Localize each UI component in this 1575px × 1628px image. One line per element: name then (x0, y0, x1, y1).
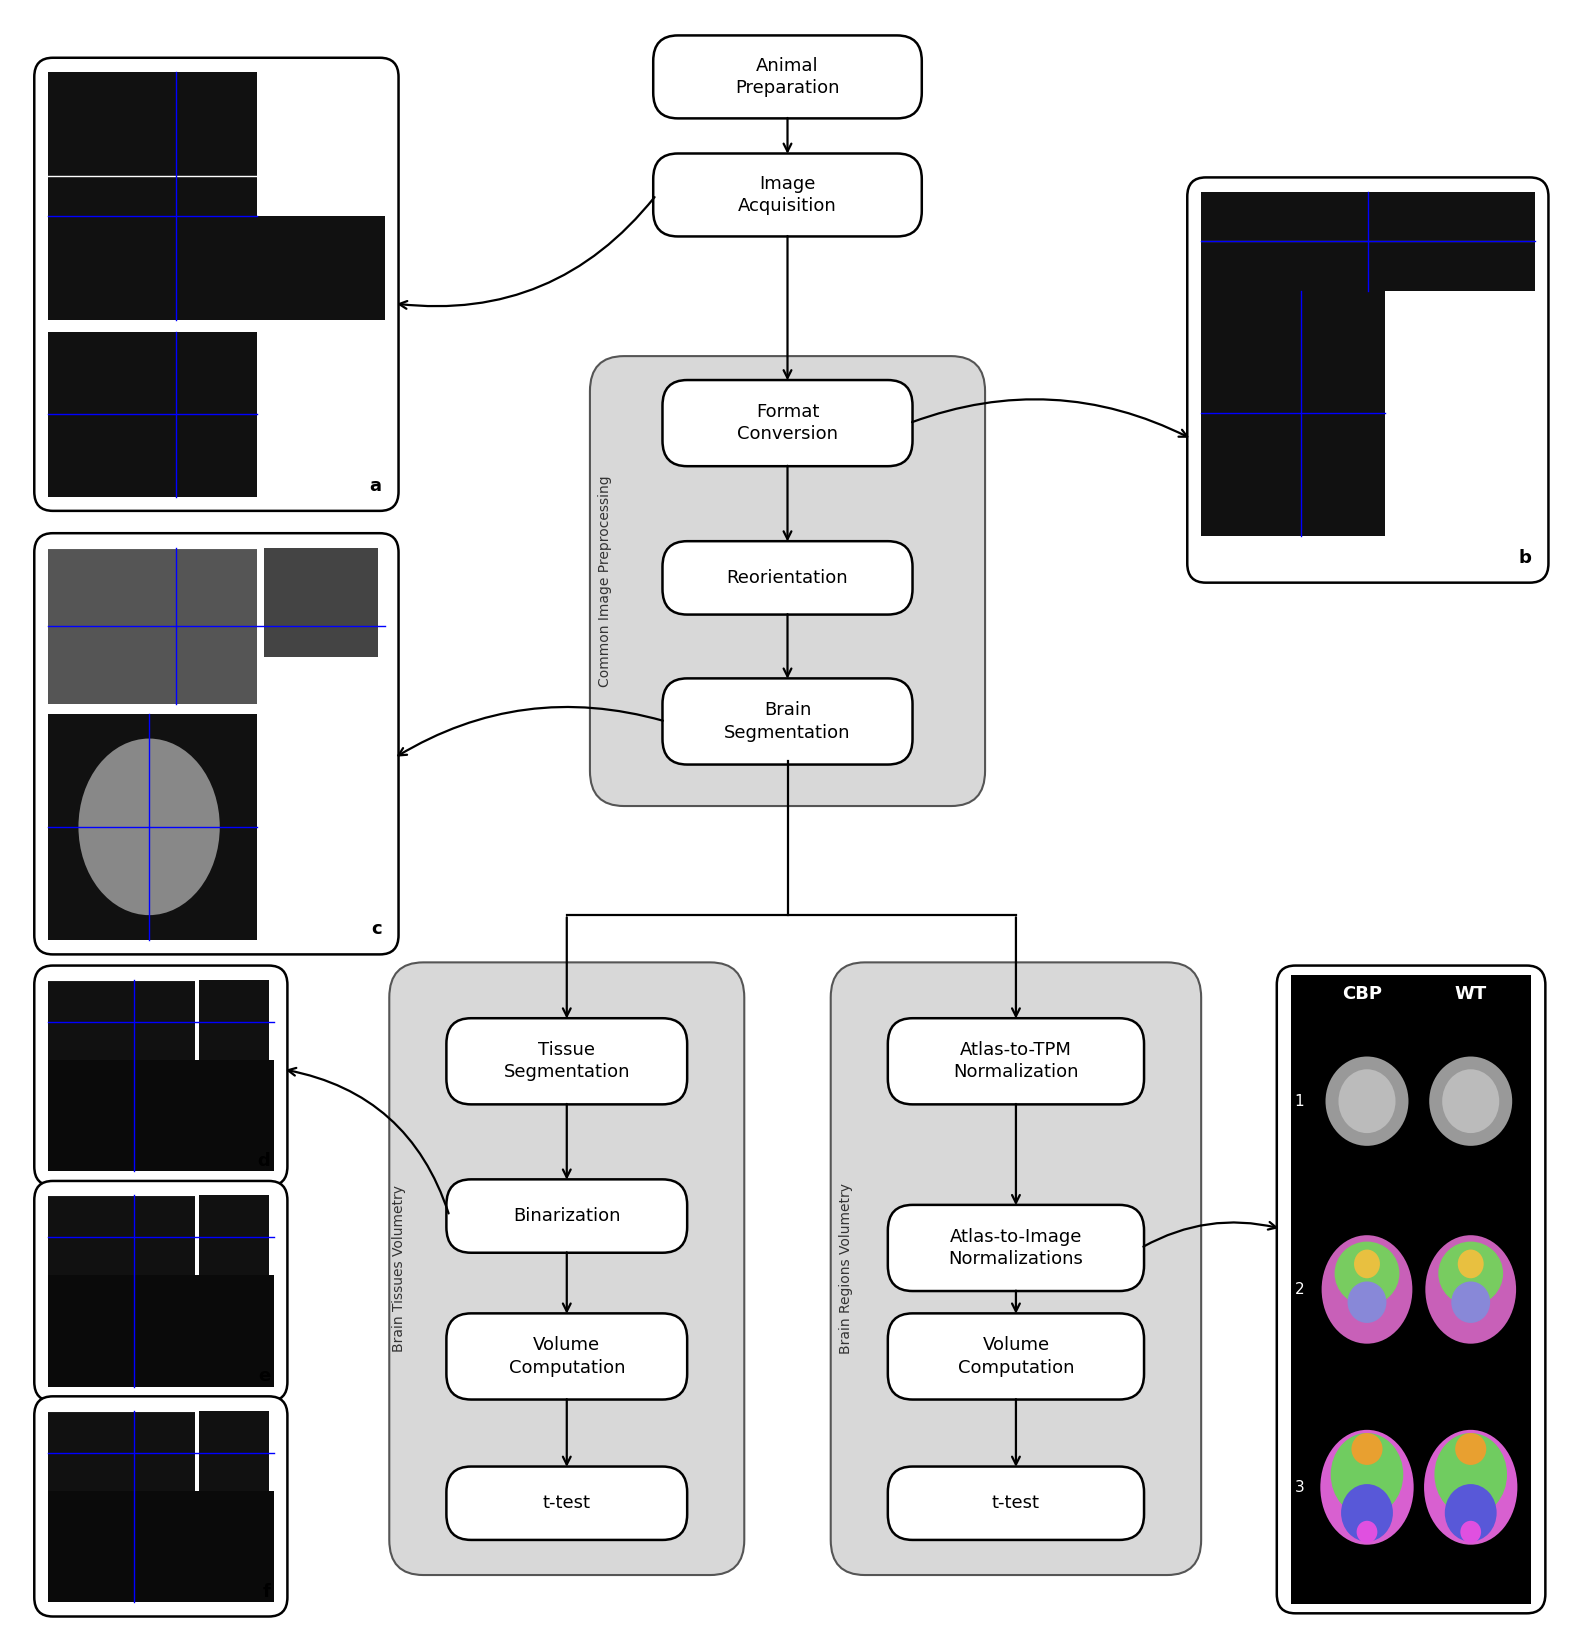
Ellipse shape (1460, 1521, 1480, 1543)
Text: Brain Regions Volumetry: Brain Regions Volumetry (839, 1184, 854, 1354)
Ellipse shape (1451, 1281, 1490, 1324)
Text: Atlas-to-Image
Normalizations: Atlas-to-Image Normalizations (948, 1228, 1084, 1268)
Ellipse shape (1458, 1250, 1484, 1278)
Ellipse shape (1348, 1281, 1386, 1324)
Text: t-test: t-test (543, 1495, 591, 1512)
Bar (198, 1411, 269, 1495)
Ellipse shape (1443, 1070, 1499, 1133)
Text: Brain Tissues Volumetry: Brain Tissues Volumetry (392, 1185, 405, 1353)
Text: Volume
Computation: Volume Computation (509, 1337, 625, 1377)
Bar (257, 217, 384, 321)
Bar (49, 547, 257, 703)
Text: t-test: t-test (992, 1495, 1040, 1512)
Ellipse shape (1444, 1485, 1496, 1542)
FancyBboxPatch shape (654, 153, 921, 236)
Text: Atlas-to-TPM
Normalization: Atlas-to-TPM Normalization (953, 1042, 1079, 1081)
Text: c: c (372, 920, 381, 938)
Ellipse shape (1326, 1057, 1408, 1146)
FancyBboxPatch shape (663, 540, 912, 614)
Ellipse shape (1425, 1236, 1517, 1343)
Ellipse shape (1435, 1433, 1507, 1516)
Bar (49, 72, 257, 321)
FancyBboxPatch shape (389, 962, 745, 1574)
Ellipse shape (1351, 1433, 1383, 1465)
FancyBboxPatch shape (663, 679, 912, 765)
FancyBboxPatch shape (35, 57, 398, 511)
Bar (263, 547, 378, 658)
Text: a: a (370, 477, 381, 495)
Ellipse shape (1321, 1236, 1413, 1343)
Bar (198, 1195, 269, 1280)
Ellipse shape (1340, 1485, 1392, 1542)
FancyBboxPatch shape (888, 1205, 1143, 1291)
Text: Image
Acquisition: Image Acquisition (739, 174, 836, 215)
FancyBboxPatch shape (830, 962, 1202, 1574)
Ellipse shape (1331, 1433, 1403, 1516)
FancyBboxPatch shape (888, 1467, 1143, 1540)
Text: 3: 3 (1295, 1480, 1304, 1495)
FancyBboxPatch shape (35, 1180, 287, 1402)
Bar (49, 332, 257, 497)
Text: CBP: CBP (1342, 985, 1381, 1003)
Text: 1: 1 (1295, 1094, 1304, 1109)
FancyBboxPatch shape (446, 1179, 687, 1254)
FancyBboxPatch shape (35, 965, 287, 1185)
Bar (49, 1411, 195, 1495)
Bar (1202, 291, 1384, 536)
Text: Animal
Preparation: Animal Preparation (736, 57, 839, 98)
FancyBboxPatch shape (663, 379, 912, 466)
Text: Volume
Computation: Volume Computation (958, 1337, 1074, 1377)
FancyBboxPatch shape (654, 36, 921, 119)
Text: Brain
Segmentation: Brain Segmentation (724, 702, 850, 742)
Text: 2: 2 (1295, 1281, 1304, 1298)
FancyBboxPatch shape (591, 357, 984, 806)
Text: f: f (263, 1582, 271, 1600)
Text: Format
Conversion: Format Conversion (737, 404, 838, 443)
Text: Tissue
Segmentation: Tissue Segmentation (504, 1042, 630, 1081)
Text: Binarization: Binarization (513, 1206, 621, 1224)
Bar (49, 1195, 195, 1280)
Text: b: b (1518, 549, 1531, 567)
FancyBboxPatch shape (35, 1397, 287, 1617)
FancyBboxPatch shape (888, 1018, 1143, 1104)
Ellipse shape (1320, 1429, 1414, 1545)
FancyBboxPatch shape (888, 1314, 1143, 1400)
Ellipse shape (1354, 1250, 1380, 1278)
FancyBboxPatch shape (1277, 965, 1545, 1613)
Ellipse shape (1334, 1242, 1400, 1306)
Text: g: g (1518, 1582, 1531, 1600)
Ellipse shape (1424, 1429, 1517, 1545)
Bar (49, 1060, 274, 1172)
FancyBboxPatch shape (1188, 177, 1548, 583)
Bar (49, 1275, 274, 1387)
Ellipse shape (79, 739, 221, 915)
Text: d: d (258, 1151, 271, 1171)
Ellipse shape (1438, 1242, 1503, 1306)
Bar (49, 980, 195, 1065)
FancyBboxPatch shape (446, 1314, 687, 1400)
FancyBboxPatch shape (446, 1018, 687, 1104)
Ellipse shape (1455, 1433, 1487, 1465)
Text: WT: WT (1455, 985, 1487, 1003)
Bar (49, 713, 257, 939)
Bar (1290, 975, 1531, 1604)
FancyBboxPatch shape (446, 1467, 687, 1540)
Bar (198, 980, 269, 1065)
Bar (49, 1491, 274, 1602)
Text: Reorientation: Reorientation (726, 568, 849, 586)
Ellipse shape (1429, 1057, 1512, 1146)
Bar (1202, 192, 1534, 291)
Ellipse shape (1356, 1521, 1378, 1543)
Text: Common Image Preprocessing: Common Image Preprocessing (598, 475, 613, 687)
Ellipse shape (1339, 1070, 1395, 1133)
Text: e: e (258, 1368, 271, 1385)
FancyBboxPatch shape (35, 534, 398, 954)
